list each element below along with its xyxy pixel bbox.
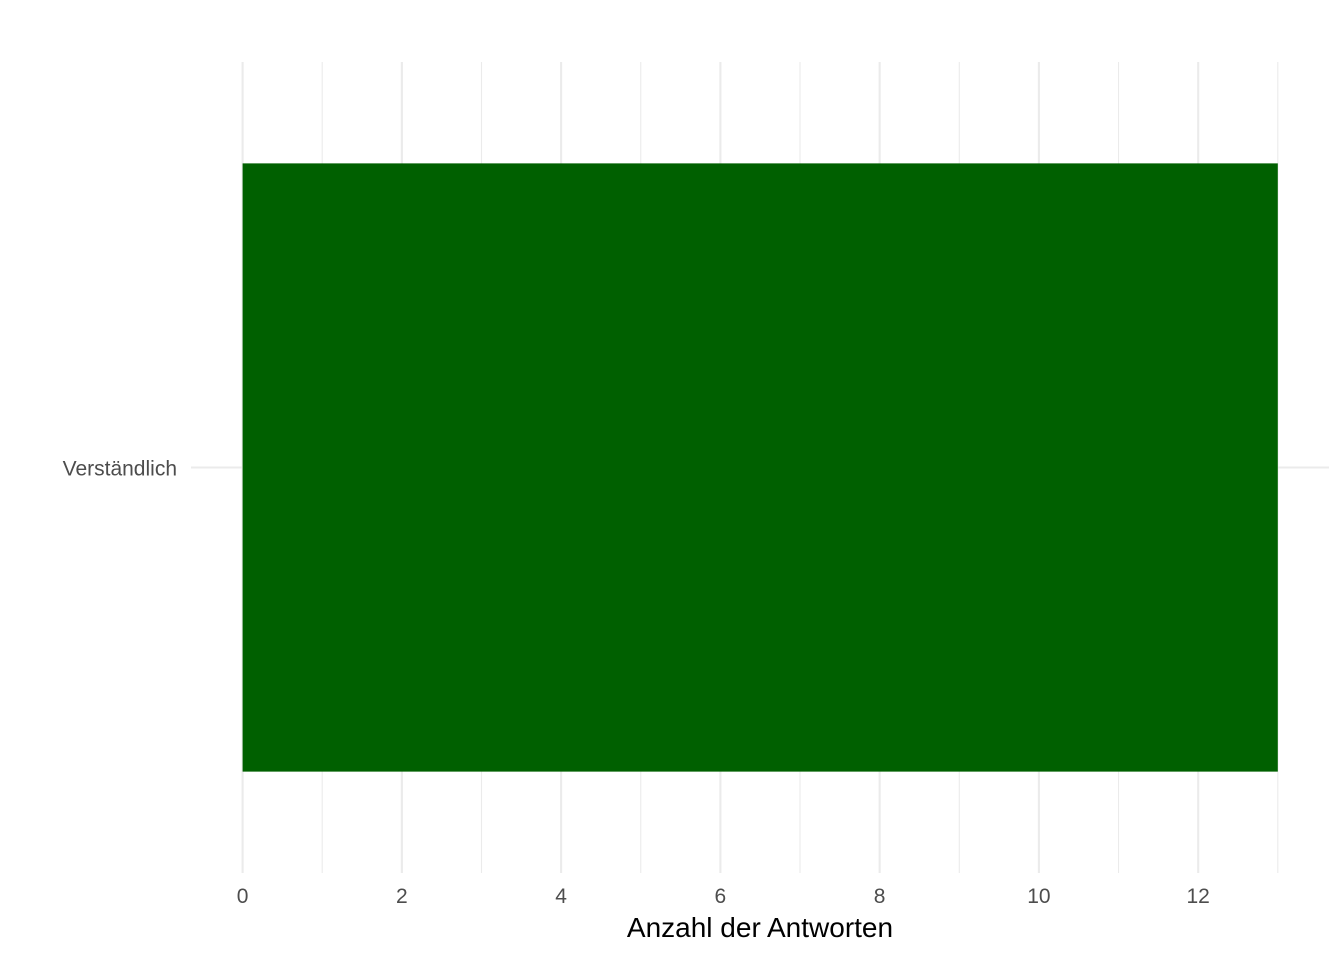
bar-verständlich	[242, 163, 1278, 772]
x-axis-title: Anzahl der Antworten	[627, 912, 893, 943]
x-tick-label: 0	[237, 885, 249, 908]
x-tick-label: 6	[715, 885, 727, 908]
x-tick-label: 2	[396, 885, 408, 908]
x-tick-label: 4	[555, 885, 567, 908]
x-tick-label: 10	[1027, 885, 1050, 908]
x-tick-label: 8	[874, 885, 886, 908]
x-tick-label: 12	[1186, 885, 1209, 908]
bar-layer	[242, 163, 1278, 772]
x-axis: 0 2 4 6 8 10 12	[237, 885, 1210, 908]
y-axis: Verständlich	[63, 458, 177, 481]
y-tick-label: Verständlich	[63, 458, 177, 481]
